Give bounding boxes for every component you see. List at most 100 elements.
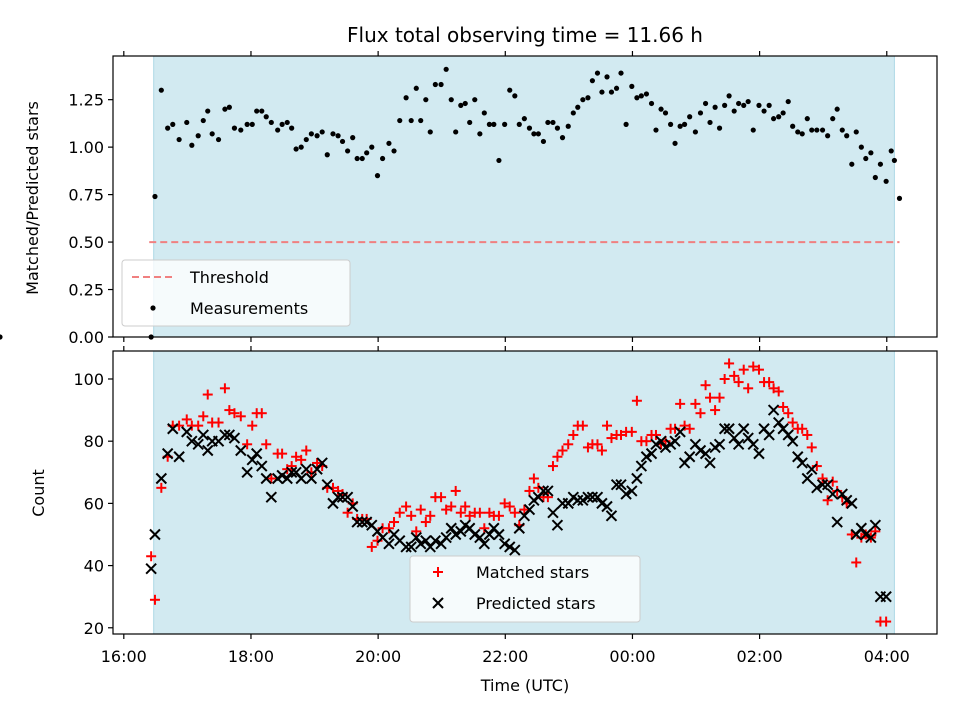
predicted-stars-point	[346, 500, 359, 513]
matched-stars-point	[406, 510, 417, 521]
predicted-stars-point	[626, 485, 638, 497]
measurements-point	[448, 97, 454, 103]
predicted-stars-point	[816, 479, 829, 491]
matched-stars-point	[743, 383, 754, 394]
ratio-panel-axes: 0.00 0.25 0.50 0.75 1.00 1.25	[68, 51, 938, 347]
measurements-point	[364, 150, 370, 156]
predicted-stars-point	[645, 447, 658, 460]
measurements-point	[268, 119, 274, 126]
matched-stars-point	[705, 392, 716, 403]
measurements-point	[687, 114, 693, 120]
predicted-stars-point	[846, 497, 858, 510]
measurements-point	[545, 119, 551, 126]
measurements-point	[809, 127, 815, 133]
matched-stars-point	[383, 523, 394, 534]
matched-stars-point	[193, 420, 204, 431]
predicted-stars-point	[640, 451, 653, 463]
measurements-point	[540, 138, 547, 145]
matched-stars-point	[684, 423, 695, 434]
measurements-point	[231, 125, 238, 131]
matched-stars-point	[724, 358, 735, 369]
predicted-stars-point	[806, 463, 818, 475]
predicted-stars-point	[865, 531, 877, 544]
ratio-y-tick-label: 1.25	[68, 91, 104, 110]
predicted-stars-point	[713, 438, 726, 451]
predicted-stars-point	[202, 444, 214, 457]
predicted-stars-point	[469, 528, 481, 541]
measurements-point	[427, 129, 433, 135]
measurements-point	[184, 119, 190, 126]
measurements-point	[423, 97, 429, 103]
measurements-point	[170, 121, 176, 127]
measurements-point	[512, 93, 518, 99]
measurements-point	[790, 123, 796, 129]
measurements-point	[0, 334, 3, 340]
matched-stars-point	[719, 373, 730, 384]
predicted-stars-point	[235, 444, 247, 457]
predicted-stars-point	[674, 426, 686, 438]
matched-stars-point	[783, 408, 794, 419]
predicted-stars-point	[256, 460, 268, 472]
matched-stars-point	[616, 429, 627, 440]
predicted-stars-point	[635, 460, 648, 472]
ratio-y-tick-label: 0.25	[68, 281, 104, 300]
predicted-stars-point	[265, 491, 278, 503]
predicted-stars-point	[356, 516, 368, 528]
matched-stars-point	[474, 507, 485, 518]
predicted-stars-point	[855, 522, 868, 534]
matched-stars-point	[277, 448, 288, 459]
measurements-point	[667, 121, 674, 127]
measurements-point	[839, 127, 845, 133]
matched-stars-point	[301, 445, 312, 456]
measurements-point	[432, 81, 438, 88]
matched-stars-point	[729, 370, 740, 381]
predicted-stars-point	[192, 438, 204, 451]
measurements-point	[722, 102, 728, 108]
predicted-stars-point	[246, 454, 258, 466]
measurements-point	[629, 83, 635, 89]
count-legend-box	[409, 555, 641, 623]
predicted-stars-point	[547, 507, 559, 519]
measurements-point	[692, 129, 698, 135]
predicted-stars-point	[300, 463, 312, 475]
matched-stars-point	[256, 408, 267, 419]
predicted-stars-point	[250, 447, 263, 460]
x-tick-label: 22:00	[482, 647, 528, 666]
measurements-point	[289, 125, 295, 131]
matched-stars-point	[181, 414, 192, 425]
predicted-legend-label: Predicted stars	[476, 594, 596, 613]
matched-stars-point	[504, 501, 515, 512]
predicted-stars-point	[747, 438, 759, 451]
measurements-point	[877, 161, 884, 167]
measurements-point	[521, 116, 527, 122]
measurements-point	[350, 135, 356, 141]
predicted-stars-point	[655, 435, 667, 447]
matched-stars-point	[700, 380, 711, 391]
matched-stars-point	[602, 420, 613, 431]
measurements-point	[643, 91, 650, 97]
measurements-point	[766, 102, 772, 108]
matched-stars-point	[261, 439, 272, 450]
predicted-stars-point	[631, 472, 643, 485]
matched-stars-point	[450, 485, 461, 496]
matched-stars-point	[224, 405, 235, 416]
matched-stars-point	[552, 451, 563, 462]
measurements-point	[731, 108, 737, 114]
predicted-stars-point	[360, 516, 373, 528]
x-tick-label: 02:00	[737, 647, 783, 666]
measurements-point	[324, 152, 330, 158]
measurements-point	[275, 127, 281, 133]
predicted-stars-point	[305, 472, 318, 485]
measurements-point	[853, 129, 859, 135]
matched-stars-point	[528, 473, 539, 484]
measurements-point	[158, 87, 164, 93]
x-tick-label: 16:00	[101, 647, 147, 666]
predicted-stars-point	[523, 503, 536, 516]
predicted-stars-point	[732, 438, 745, 451]
predicted-stars-point	[582, 491, 594, 503]
measurements-point	[314, 133, 320, 139]
measurements-point	[554, 125, 561, 131]
ratio-y-tick-label: 0.00	[68, 328, 104, 347]
predicted-stars-point	[596, 497, 608, 510]
matched-stars-point	[242, 439, 253, 450]
